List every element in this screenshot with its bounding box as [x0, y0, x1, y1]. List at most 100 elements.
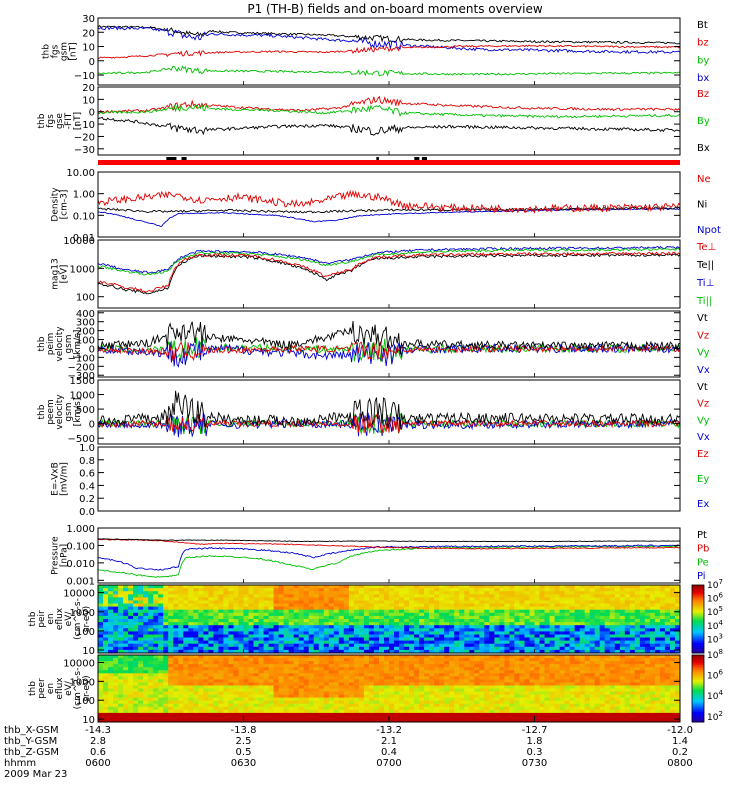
spectrogram-cell [183, 609, 189, 614]
spectrogram-cell [188, 670, 194, 674]
spectrogram-cell [629, 649, 636, 653]
spectrogram-cell [203, 719, 209, 722]
spectrogram-cell [313, 646, 320, 651]
spectrogram-cell [559, 631, 566, 636]
spectrogram-cell [333, 682, 340, 686]
spectrogram-cell [394, 658, 400, 662]
spectrogram-cell [328, 719, 335, 722]
spectrogram-cell [103, 640, 109, 645]
spectrogram-cell [343, 619, 350, 623]
spectrogram-cell [313, 655, 320, 659]
spectrogram-cell [293, 655, 300, 659]
spectrogram-cell [404, 600, 410, 605]
spectrogram-cell [303, 712, 310, 717]
spectrogram-cell [404, 591, 410, 595]
spectrogram-cell [258, 606, 265, 611]
spectrogram-cell [394, 706, 400, 711]
spectrogram-cell [143, 664, 149, 668]
spectrogram-cell [549, 649, 556, 653]
spectrogram-cell [143, 585, 149, 589]
spectrogram-cell [188, 700, 194, 705]
spectrogram-cell [574, 703, 581, 708]
spectrogram-cell [248, 670, 255, 674]
spectrogram-cell [514, 655, 520, 659]
spectrogram-cell [394, 631, 400, 636]
spectrogram-cell [218, 719, 224, 722]
spectrogram-cell [183, 682, 189, 686]
spectrogram-cell [203, 619, 209, 623]
spectrogram-cell [504, 682, 510, 686]
spectrogram-cell [594, 628, 601, 632]
spectrogram-cell [248, 715, 255, 720]
legend-entry: bx [697, 73, 709, 84]
spectrogram-cell [439, 715, 445, 720]
spectrogram-cell [479, 700, 485, 705]
spectrogram-cell [203, 594, 209, 598]
spectrogram-cell [268, 703, 275, 708]
spectrogram-cell [268, 612, 275, 617]
spectrogram-cell [338, 688, 345, 693]
spectrogram-cell [373, 631, 380, 636]
spectrogram-cell [529, 682, 536, 686]
spectrogram-cell [228, 619, 234, 623]
spectrogram-cell [348, 700, 355, 705]
spectrogram-cell [504, 676, 510, 680]
spectrogram-cell [153, 622, 159, 626]
spectrogram-cell [128, 700, 134, 705]
spectrogram-cell [263, 643, 270, 648]
spectrogram-cell [549, 585, 556, 589]
spectrogram-cell [579, 658, 586, 662]
spectrogram-cell [399, 625, 405, 629]
spectrogram-cell [173, 594, 179, 598]
spectrogram-cell [358, 612, 365, 617]
spectrogram-cell [659, 615, 666, 620]
spectrogram-cell [373, 685, 380, 690]
spectrogram-cell [268, 664, 275, 668]
spectrogram-cell [258, 591, 265, 595]
spectrogram-cell [158, 606, 164, 611]
spectrogram-cell [108, 664, 114, 668]
spectrogram-cell [479, 679, 485, 683]
spectrogram-cell [323, 609, 330, 614]
spectrogram-cell [644, 622, 651, 626]
colorbar-label: 106 [707, 592, 723, 605]
spectrogram-cell [579, 591, 586, 595]
spectrogram-cell [318, 709, 325, 714]
colorbar-swatch [692, 612, 704, 615]
spectrogram-cell [233, 664, 240, 668]
spectrogram-cell [263, 600, 270, 605]
spectrogram-cell [368, 682, 375, 686]
spectrogram-cell [363, 643, 370, 648]
spectrogram-cell [313, 661, 320, 665]
spectrogram-cell [208, 688, 214, 693]
spectrogram-cell [424, 649, 430, 653]
spectrogram-cell [394, 709, 400, 714]
spectrogram-cell [243, 640, 250, 645]
spectrogram-cell [384, 606, 390, 611]
spectrogram-cell [534, 658, 541, 662]
spectrogram-cell [348, 649, 355, 653]
spectrogram-cell [103, 606, 109, 611]
spectrogram-cell [519, 719, 525, 722]
spectrogram-cell [233, 622, 240, 626]
spectrogram-cell [564, 591, 571, 595]
spectrogram-cell [163, 700, 169, 705]
spectrogram-cell [670, 628, 676, 632]
spectrogram-cell [103, 615, 109, 620]
spectrogram-cell [368, 667, 375, 671]
spectrogram-cell [429, 612, 435, 617]
spectrogram-cell [479, 676, 485, 680]
spectrogram-cell [363, 612, 370, 617]
spectrogram-cell [158, 628, 164, 632]
spectrogram-cell [193, 643, 199, 648]
spectrogram-cell [168, 682, 174, 686]
spectrogram-cell [168, 709, 174, 714]
spectrogram-cell [233, 688, 240, 693]
spectrogram-cell [113, 679, 119, 683]
spectrogram-cell [579, 609, 586, 614]
spectrogram-cell [113, 600, 119, 605]
spectrogram-cell [133, 691, 139, 696]
spectrogram-cell [484, 706, 490, 711]
spectrogram-cell [394, 597, 400, 602]
spectrogram-cell [163, 685, 169, 690]
